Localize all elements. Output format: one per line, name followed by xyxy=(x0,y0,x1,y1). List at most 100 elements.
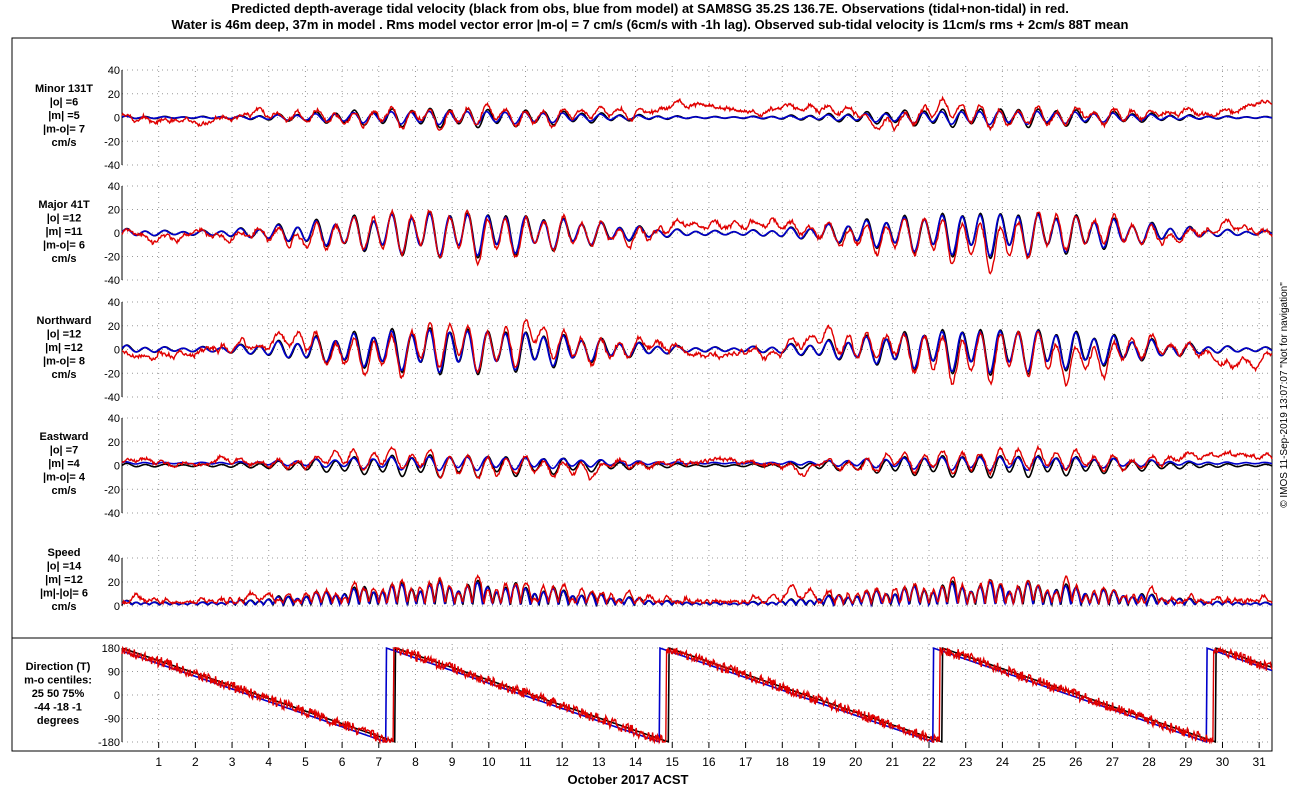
y-tick-label: -90 xyxy=(104,714,120,726)
panel-minor: 40 20 0 -20 -40 Minor 131T |o| =6|m| =5 |m-o|= … xyxy=(35,65,1273,172)
x-tick-label: 4 xyxy=(265,755,272,769)
panel-label: |o| =14 xyxy=(47,561,82,573)
x-axis-label: October 2017 ACST xyxy=(568,772,689,787)
y-tick-label: 40 xyxy=(108,65,120,77)
panel-label: |m| =4 xyxy=(48,458,80,470)
panel-label: 25 50 75% xyxy=(32,688,85,700)
series-line-observed_total xyxy=(122,318,1273,387)
x-tick-label: 13 xyxy=(592,755,606,769)
plot-frame xyxy=(11,37,1273,752)
series-line-observed_total xyxy=(121,645,1273,745)
y-tick-label: 40 xyxy=(108,297,120,309)
series-line-observed_total xyxy=(121,573,1273,607)
y-tick-label: 0 xyxy=(114,690,120,702)
panel-label: |m-o|= 4 xyxy=(43,472,86,484)
panel-label: |o| =12 xyxy=(47,329,82,341)
x-tick-label: 30 xyxy=(1216,755,1230,769)
y-tick-label: 0 xyxy=(114,113,120,125)
panel-label: |o| =7 xyxy=(50,445,78,457)
x-tick-label: 6 xyxy=(339,755,346,769)
x-tick-label: 11 xyxy=(519,755,532,769)
series-line-observed_total xyxy=(121,444,1273,481)
y-tick-label: -40 xyxy=(104,160,120,172)
y-tick-label: 0 xyxy=(114,228,120,240)
panel-direction: 180 90 0 -90 -180 Direction (T) m-o centiles:2… xyxy=(24,643,1273,749)
panel-label: degrees xyxy=(37,715,79,727)
x-tick-label: 27 xyxy=(1106,755,1120,769)
y-tick-label: 0 xyxy=(114,345,120,357)
panel-label: |m| =12 xyxy=(45,574,83,586)
panel-east: 40 20 0 -20 -40 Eastward |o| =7|m| =4 |m-o|= 4c… xyxy=(40,413,1273,520)
panel-label: |m-o|= 8 xyxy=(43,356,85,368)
y-tick-label: 20 xyxy=(108,89,120,101)
x-tick-label: 1 xyxy=(155,755,162,769)
panel-label: Major 41T xyxy=(38,199,90,211)
x-tick-label: 2 xyxy=(192,755,199,769)
panel-label: |o| =12 xyxy=(47,213,82,225)
panel-label: |m| =12 xyxy=(45,342,83,354)
x-tick-label: 7 xyxy=(375,755,382,769)
y-tick-label: 20 xyxy=(108,437,120,449)
panel-speed: 40 20 0 Speed |o| =14|m| =12 |m|-|o|= 6cm/s xyxy=(40,530,1273,613)
title-line-2: Water is 46m deep, 37m in model . Rms mo… xyxy=(172,17,1129,32)
x-axis: 1 2 3 4 5 6 7 8 9 10 11 12 13 14 15 16 17 18 19 20 21 22 23 24 2… xyxy=(155,742,1266,769)
series-line-observed_total xyxy=(121,95,1273,133)
series-line-model xyxy=(121,329,1273,374)
panel-label: Minor 131T xyxy=(35,83,93,95)
series-line-observed_total xyxy=(121,208,1273,275)
x-tick-label: 5 xyxy=(302,755,309,769)
y-tick-label: 90 xyxy=(108,667,120,679)
x-tick-label: 23 xyxy=(959,755,973,769)
y-tick-label: -20 xyxy=(104,252,120,264)
y-tick-label: 180 xyxy=(102,643,120,655)
x-tick-label: 31 xyxy=(1252,755,1266,769)
x-tick-label: 29 xyxy=(1179,755,1193,769)
x-tick-label: 19 xyxy=(812,755,826,769)
x-tick-label: 10 xyxy=(482,755,496,769)
panels-group: 40 20 0 -20 -40 Minor 131T |o| =6|m| =5 |m-o|= … xyxy=(24,65,1273,749)
y-tick-label: 0 xyxy=(114,461,120,473)
panel-label: cm/s xyxy=(51,253,76,265)
y-tick-label: -20 xyxy=(104,368,120,380)
panel-label: Direction (T) xyxy=(26,661,91,673)
y-tick-label: 40 xyxy=(108,553,120,565)
x-tick-label: 20 xyxy=(849,755,863,769)
panel-label: |m|-|o|= 6 xyxy=(40,588,88,600)
panel-label: cm/s xyxy=(51,137,76,149)
x-tick-label: 28 xyxy=(1142,755,1156,769)
panel-label: |m-o|= 6 xyxy=(43,240,85,252)
panel-label: m-o centiles: xyxy=(24,675,92,687)
x-tick-label: 25 xyxy=(1032,755,1046,769)
y-tick-label: 40 xyxy=(108,413,120,425)
panel-label: cm/s xyxy=(51,601,76,613)
title-line-1: Predicted depth-average tidal velocity (… xyxy=(231,1,1069,16)
y-tick-label: -180 xyxy=(98,737,120,749)
x-tick-label: 24 xyxy=(996,755,1010,769)
y-tick-label: -40 xyxy=(104,508,120,520)
y-tick-label: 20 xyxy=(108,321,120,333)
y-tick-label: -20 xyxy=(104,136,120,148)
x-tick-label: 21 xyxy=(886,755,900,769)
panel-label: |m-o|= 7 xyxy=(43,124,85,136)
panel-label: -44 -18 -1 xyxy=(34,702,82,714)
x-tick-label: 26 xyxy=(1069,755,1083,769)
x-tick-label: 16 xyxy=(702,755,716,769)
x-tick-label: 3 xyxy=(229,755,236,769)
panel-label: Eastward xyxy=(40,431,89,443)
y-tick-label: 20 xyxy=(108,205,120,217)
x-tick-label: 17 xyxy=(739,755,753,769)
y-tick-label: 0 xyxy=(114,601,120,613)
y-tick-label: -20 xyxy=(104,484,120,496)
x-tick-label: 8 xyxy=(412,755,419,769)
y-tick-label: 20 xyxy=(108,577,120,589)
panel-label: cm/s xyxy=(51,485,76,497)
panel-label: Northward xyxy=(37,315,92,327)
y-tick-label: 40 xyxy=(108,181,120,193)
x-tick-label: 15 xyxy=(666,755,680,769)
x-tick-label: 22 xyxy=(922,755,936,769)
panel-label: |m| =11 xyxy=(45,226,82,238)
copyright-note: © IMOS 11-Sep-2019 13:07:07 "Not for nav… xyxy=(1279,282,1290,508)
panel-north: 40 20 0 -20 -40 Northward |o| =12|m| =12 |m-o|=… xyxy=(37,297,1273,404)
x-tick-label: 12 xyxy=(556,755,570,769)
